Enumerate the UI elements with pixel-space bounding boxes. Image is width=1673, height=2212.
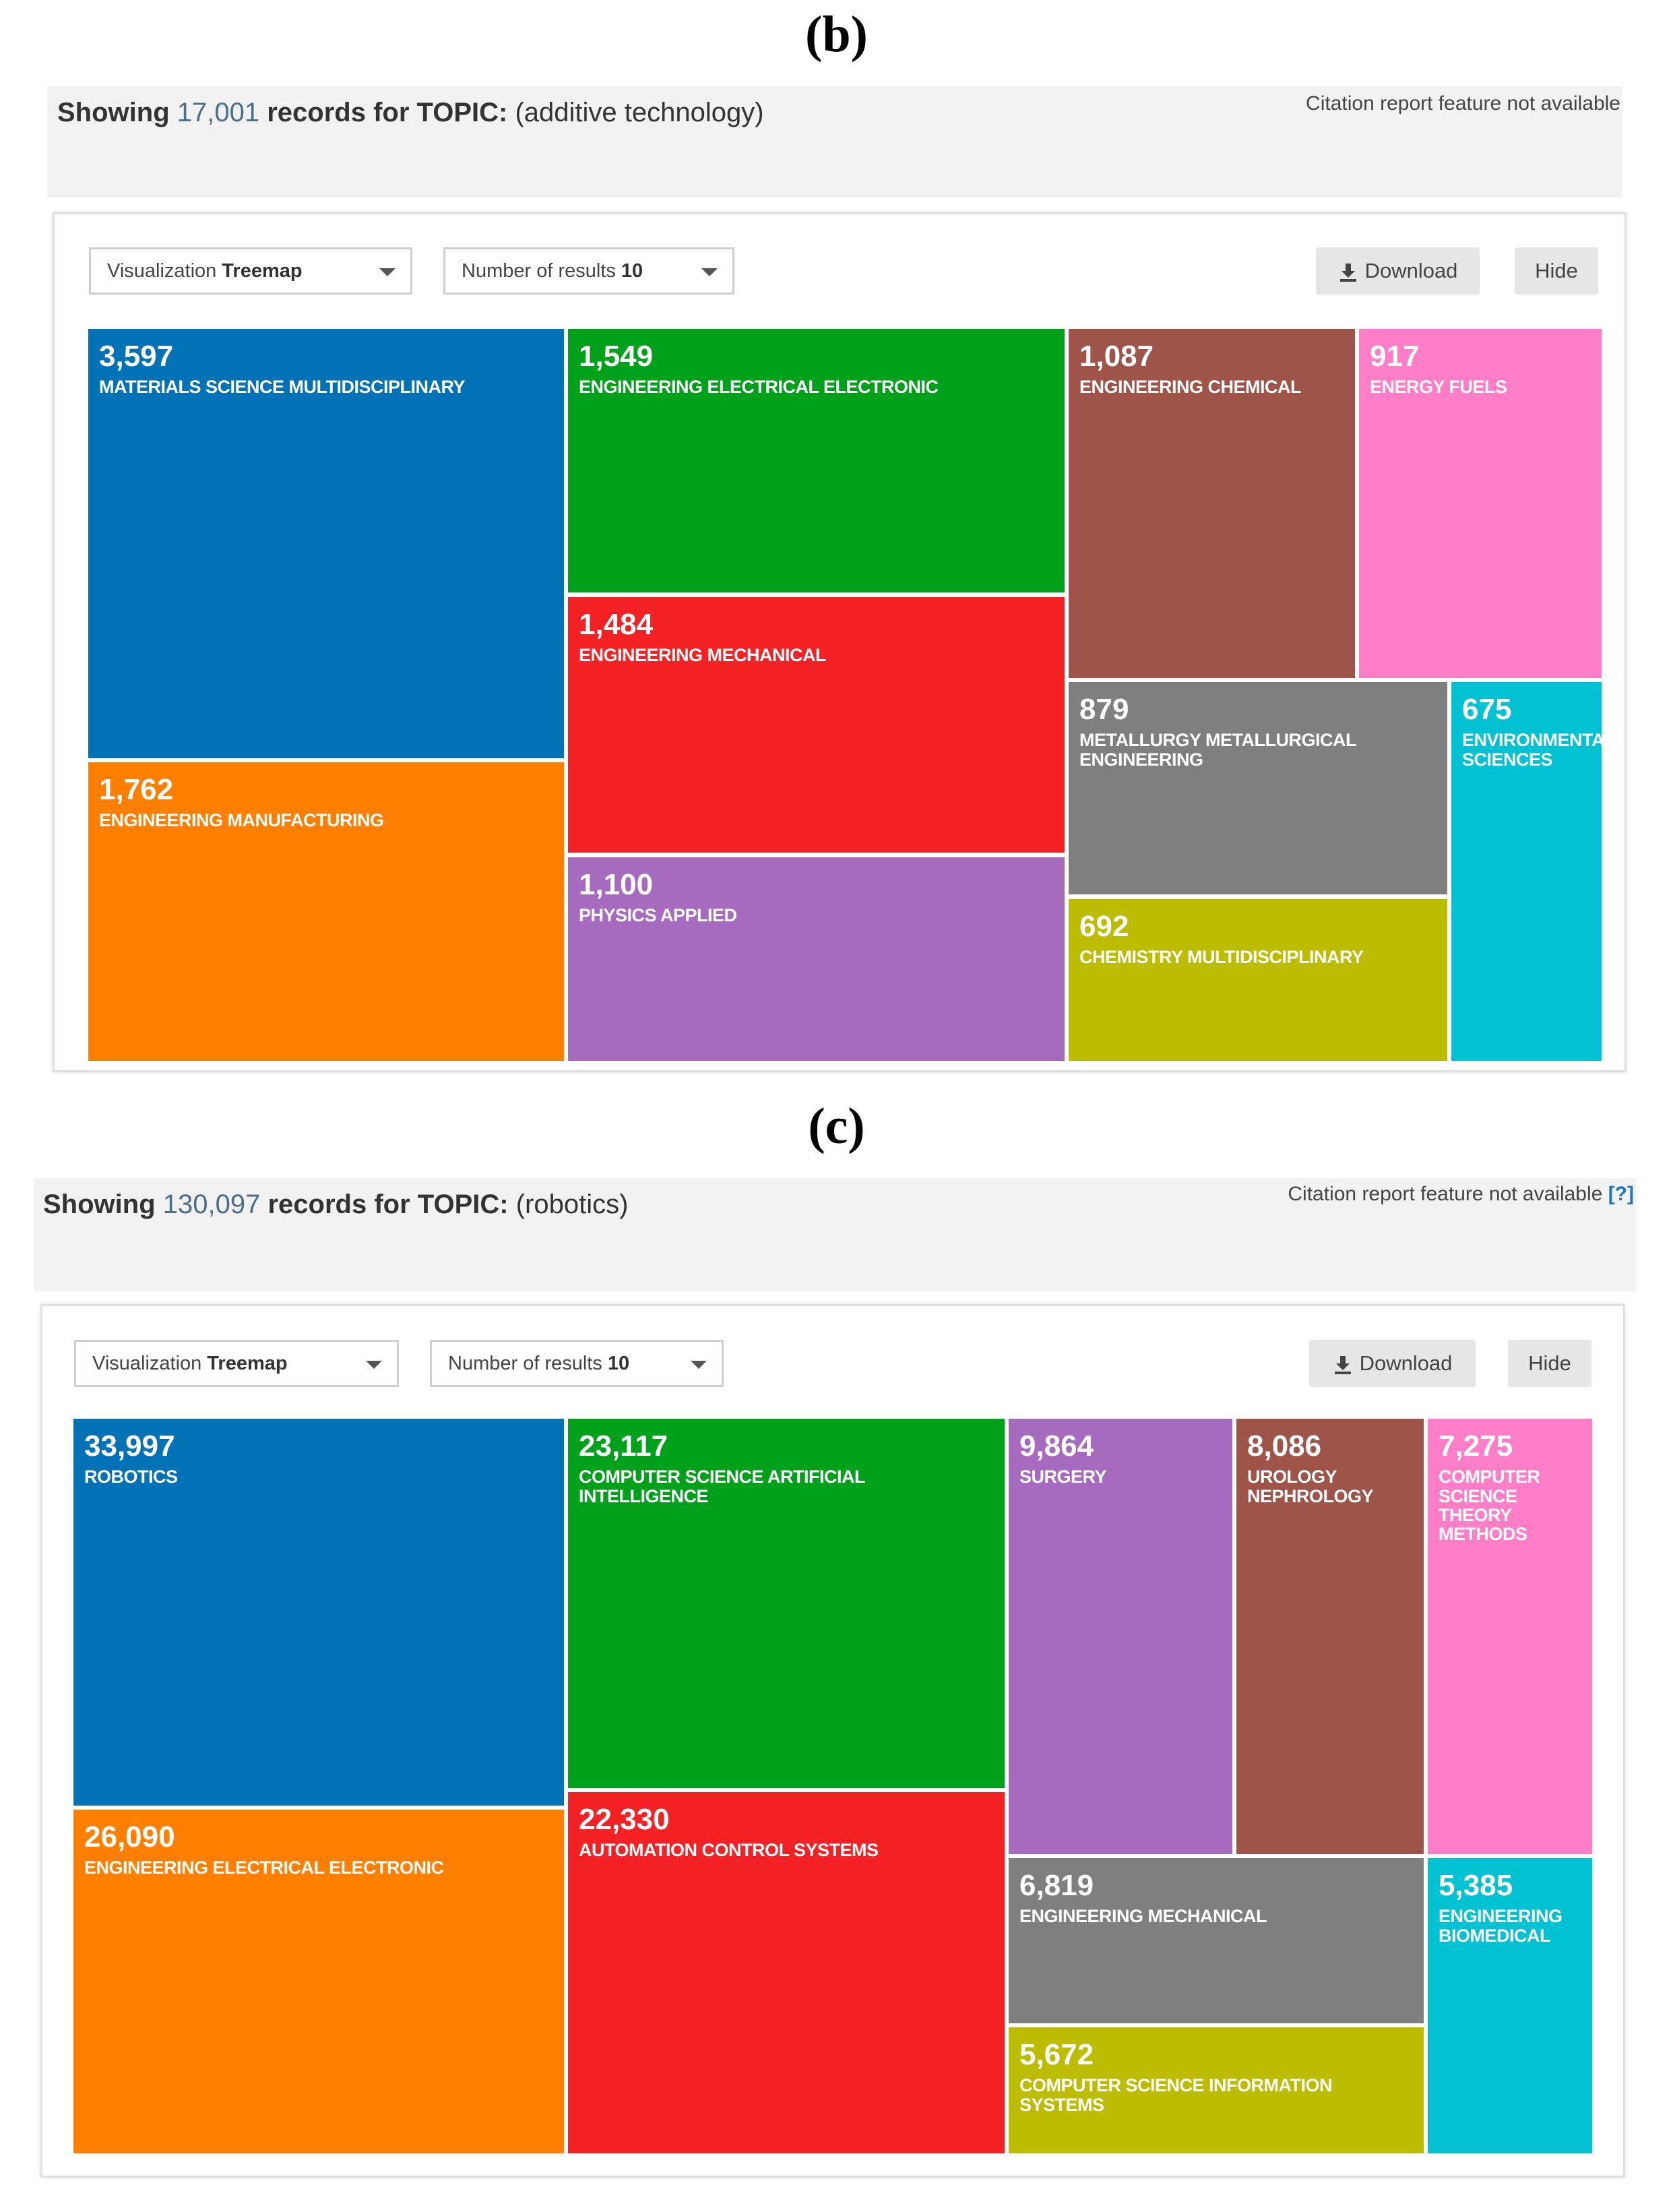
chevron-down-icon — [366, 1361, 382, 1369]
tile-label: ENGINEERING MECHANICAL — [1019, 1906, 1267, 1927]
treemap-tile[interactable]: 7,275 COMPUTER SCIENCE THEORY METHODS — [1428, 1419, 1592, 1854]
tile-value: 1,549 — [579, 340, 654, 373]
results-header-c — [34, 1178, 1636, 1291]
tile-label: AUTOMATION CONTROL SYSTEMS — [579, 1840, 879, 1861]
results-header-b — [47, 86, 1622, 197]
tile-value: 675 — [1462, 693, 1512, 726]
results-summary-b: Showing 17,001 records for TOPIC: (addit… — [57, 98, 764, 127]
panel-b-label: (b) — [805, 6, 868, 63]
treemap-tile[interactable]: 1,087 ENGINEERING CHEMICAL — [1069, 329, 1355, 678]
tile-label: ENVIRONMENTAL SCIENCES — [1462, 730, 1602, 770]
citation-note-c: Citation report feature not available [?… — [1288, 1183, 1634, 1205]
tile-value: 1,087 — [1079, 340, 1154, 373]
tile-value: 9,864 — [1019, 1430, 1094, 1463]
tile-label: ENGINEERING ELECTRICAL ELECTRONIC — [579, 377, 939, 398]
tile-value: 6,819 — [1019, 1869, 1094, 1902]
tile-label: UROLOGY NEPHROLOGY — [1247, 1467, 1374, 1506]
tile-value: 7,275 — [1439, 1430, 1513, 1463]
help-link[interactable]: [?] — [1608, 1183, 1634, 1205]
hide-button-b[interactable]: Hide — [1515, 247, 1598, 295]
tile-value: 8,086 — [1247, 1430, 1322, 1463]
results-count-select-c[interactable]: Number of results 10 — [430, 1340, 724, 1387]
tile-value: 1,484 — [579, 608, 654, 641]
tile-value: 692 — [1079, 910, 1129, 943]
tile-value: 1,100 — [579, 868, 654, 901]
tile-label: PHYSICS APPLIED — [579, 905, 737, 926]
treemap-tile[interactable]: 1,484 ENGINEERING MECHANICAL — [568, 597, 1065, 853]
tile-label: SURGERY — [1019, 1467, 1107, 1487]
query-text-b: (additive technology) — [515, 98, 764, 127]
tile-label: ROBOTICS — [84, 1467, 178, 1487]
tile-value: 917 — [1370, 340, 1420, 373]
record-count-c: 130,097 — [162, 1190, 261, 1219]
treemap-tile[interactable]: 33,997 ROBOTICS — [73, 1419, 564, 1806]
treemap-tile[interactable]: 5,672 COMPUTER SCIENCE INFORMATION SYSTEM… — [1009, 2027, 1424, 2153]
download-button-c[interactable]: Download — [1309, 1340, 1476, 1387]
tile-value: 5,672 — [1019, 2038, 1094, 2071]
results-summary-c: Showing 130,097 records for TOPIC: (robo… — [43, 1190, 629, 1219]
treemap-tile[interactable]: 9,864 SURGERY — [1009, 1419, 1232, 1854]
results-count-select-b[interactable]: Number of results 10 — [443, 247, 734, 295]
download-button-b[interactable]: Download — [1316, 247, 1480, 295]
treemap-tile[interactable]: 5,385 ENGINEERING BIOMEDICAL — [1428, 1858, 1592, 2153]
treemap-tile[interactable]: 22,330 AUTOMATION CONTROL SYSTEMS — [568, 1792, 1005, 2153]
treemap-tile[interactable]: 692 CHEMISTRY MULTIDISCIPLINARY — [1069, 899, 1447, 1061]
visualization-select-c[interactable]: Visualization Treemap — [74, 1340, 399, 1387]
treemap-tile[interactable]: 6,819 ENGINEERING MECHANICAL — [1009, 1858, 1424, 2023]
tile-label: ENGINEERING ELECTRICAL ELECTRONIC — [84, 1857, 444, 1878]
hide-button-c[interactable]: Hide — [1508, 1340, 1591, 1387]
query-text-c: (robotics) — [515, 1190, 629, 1219]
treemap-tile[interactable]: 26,090 ENGINEERING ELECTRICAL ELECTRONIC — [73, 1810, 564, 2153]
treemap-tile[interactable]: 675 ENVIRONMENTAL SCIENCES — [1451, 682, 1602, 1061]
tile-label: COMPUTER SCIENCE THEORY METHODS — [1439, 1467, 1540, 1545]
treemap-tile[interactable]: 1,100 PHYSICS APPLIED — [568, 857, 1065, 1061]
tile-label: MATERIALS SCIENCE MULTIDISCIPLINARY — [99, 377, 466, 398]
record-count-b: 17,001 — [177, 98, 260, 127]
treemap-tile[interactable]: 1,762 ENGINEERING MANUFACTURING — [88, 762, 564, 1061]
panel-c-label: (c) — [808, 1098, 865, 1155]
tile-value: 23,117 — [579, 1430, 668, 1463]
treemap-tile[interactable]: 917 ENERGY FUELS — [1359, 329, 1602, 678]
visualization-select-b[interactable]: Visualization Treemap — [89, 247, 412, 295]
tile-value: 26,090 — [84, 1820, 175, 1853]
citation-note-b: Citation report feature not available — [1306, 92, 1620, 115]
tile-value: 33,997 — [84, 1430, 175, 1463]
tile-label: COMPUTER SCIENCE INFORMATION SYSTEMS — [1019, 2075, 1333, 2115]
treemap-tile[interactable]: 3,597 MATERIALS SCIENCE MULTIDISCIPLINARY — [88, 329, 564, 758]
tile-label: ENGINEERING BIOMEDICAL — [1439, 1906, 1562, 1946]
tile-value: 3,597 — [99, 340, 174, 373]
tile-label: ENERGY FUELS — [1370, 377, 1507, 398]
download-icon — [1334, 1355, 1351, 1374]
chevron-down-icon — [691, 1361, 707, 1369]
tile-label: CHEMISTRY MULTIDISCIPLINARY — [1079, 947, 1364, 968]
download-icon — [1339, 263, 1356, 282]
tile-label: ENGINEERING MANUFACTURING — [99, 810, 384, 831]
tile-value: 5,385 — [1439, 1869, 1513, 1902]
treemap-tile[interactable]: 23,117 COMPUTER SCIENCE ARTIFICIAL INTELL… — [568, 1419, 1005, 1788]
chevron-down-icon — [379, 268, 396, 276]
tile-label: METALLURGY METALLURGICAL ENGINEERING — [1079, 730, 1356, 770]
tile-value: 879 — [1079, 693, 1129, 726]
tile-label: COMPUTER SCIENCE ARTIFICIAL INTELLIGENCE — [579, 1467, 865, 1506]
chevron-down-icon — [701, 268, 718, 276]
tile-label: ENGINEERING CHEMICAL — [1079, 377, 1302, 398]
treemap-tile[interactable]: 8,086 UROLOGY NEPHROLOGY — [1236, 1419, 1424, 1854]
treemap-tile[interactable]: 1,549 ENGINEERING ELECTRICAL ELECTRONIC — [568, 329, 1065, 592]
tile-value: 22,330 — [579, 1803, 670, 1836]
tile-label: ENGINEERING MECHANICAL — [579, 645, 827, 666]
tile-value: 1,762 — [99, 773, 174, 806]
treemap-tile[interactable]: 879 METALLURGY METALLURGICAL ENGINEERING — [1069, 682, 1447, 894]
